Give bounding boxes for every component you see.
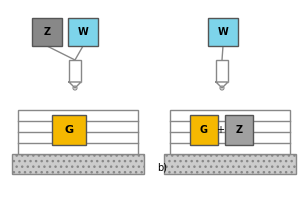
Text: Z: Z (236, 125, 243, 135)
Bar (52, 115, 86, 145)
Bar (12, 154, 144, 174)
Bar (170, 110, 290, 154)
Bar (164, 154, 296, 174)
Text: W: W (78, 27, 88, 37)
Text: G: G (64, 125, 74, 135)
Bar (208, 18, 238, 46)
Text: +: + (216, 125, 224, 135)
Text: b): b) (157, 163, 167, 173)
Bar (18, 110, 138, 154)
Bar (32, 18, 62, 46)
Text: Z: Z (44, 27, 51, 37)
Bar (69, 60, 81, 82)
Bar (190, 115, 218, 145)
Bar (225, 115, 253, 145)
Bar (216, 60, 228, 82)
Bar (68, 18, 98, 46)
Polygon shape (69, 82, 81, 88)
Text: G: G (200, 125, 208, 135)
Text: W: W (218, 27, 228, 37)
Polygon shape (216, 82, 228, 88)
